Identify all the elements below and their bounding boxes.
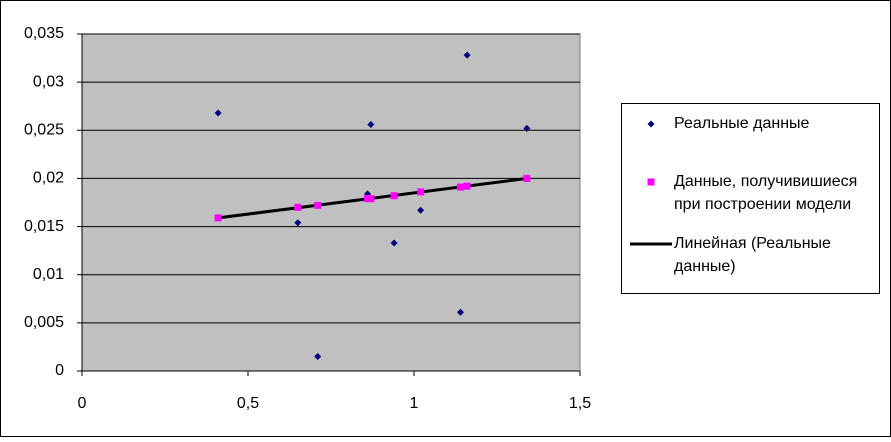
point xyxy=(390,239,398,247)
legend-entry: Данные, получивишиеся при построении мод… xyxy=(674,173,858,213)
legend-label: Данные, получивишиеся при построении мод… xyxy=(674,173,858,213)
point xyxy=(367,121,375,129)
y-tick-label: 0,035 xyxy=(24,25,64,42)
point xyxy=(314,353,322,361)
point xyxy=(390,192,398,200)
point xyxy=(214,109,222,117)
point xyxy=(523,124,531,132)
point xyxy=(417,206,425,214)
legend-label: Реальные данные xyxy=(674,115,810,132)
y-tick-label: 0,01 xyxy=(33,266,64,283)
y-tick-label: 0,025 xyxy=(24,122,64,139)
y-tick-label: 0 xyxy=(55,362,64,379)
legend-swatch xyxy=(647,120,655,128)
y-tick-label: 0,015 xyxy=(24,218,64,235)
y-tick-label: 0,03 xyxy=(33,73,64,90)
y-tick-label: 0,02 xyxy=(33,170,64,187)
legend-label: Линейная (Реальные данные) xyxy=(674,235,831,275)
legend-entry: Линейная (Реальные данные) xyxy=(674,235,831,275)
x-tick-label: 0,5 xyxy=(237,395,259,412)
legend xyxy=(621,103,880,294)
x-tick-label: 1,5 xyxy=(569,395,591,412)
y-tick-label: 0,005 xyxy=(24,314,64,331)
point xyxy=(523,174,531,182)
point xyxy=(463,51,471,59)
point xyxy=(314,201,322,209)
point xyxy=(456,183,464,191)
x-tick-label: 0 xyxy=(78,395,87,412)
x-tick-label: 1 xyxy=(410,395,419,412)
legend-swatch xyxy=(647,178,655,186)
point xyxy=(214,214,222,222)
point xyxy=(367,195,375,203)
point xyxy=(463,182,471,190)
point xyxy=(294,203,302,211)
point xyxy=(456,308,464,316)
point xyxy=(294,219,302,227)
legend-entry: Реальные данные xyxy=(674,115,810,132)
point xyxy=(417,188,425,196)
